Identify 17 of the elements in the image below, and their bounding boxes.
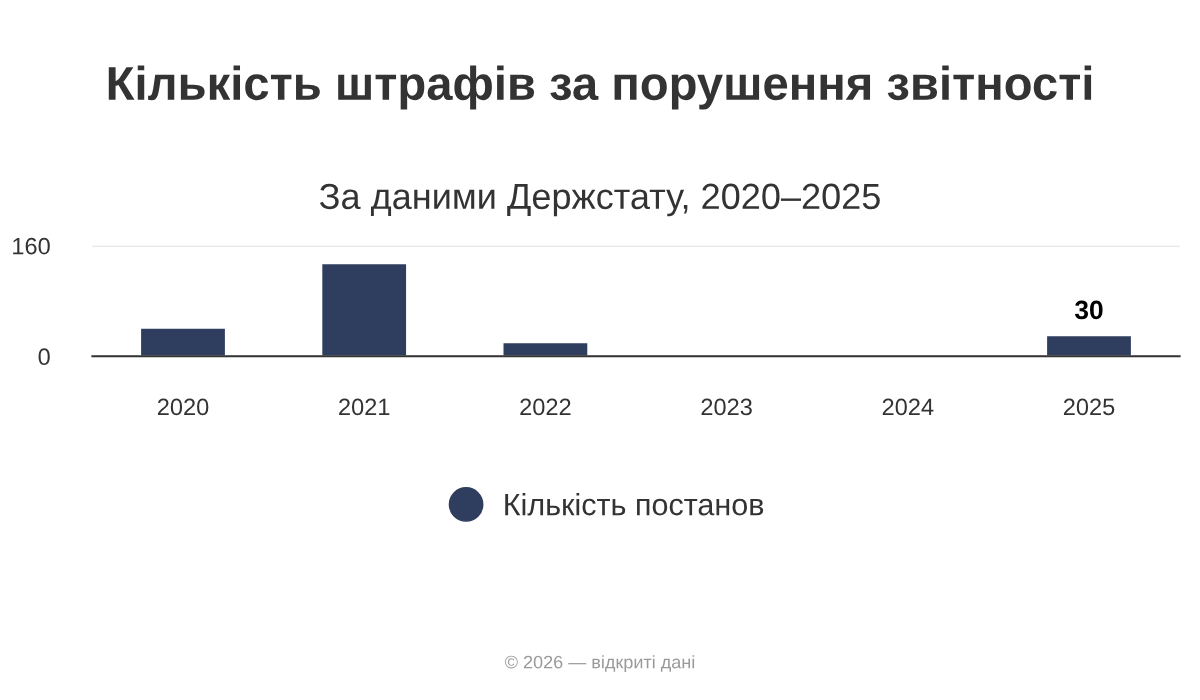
bar: [502, 341, 589, 357]
bar: [139, 327, 227, 357]
x-tick-label: 2022: [520, 398, 571, 416]
chart-title: Кількість штрафів за порушення звітності: [108, 65, 1092, 110]
chart-subtitle: За даними Держстату, 2020–2025: [319, 183, 880, 217]
x-tick-label: 2024: [882, 398, 934, 416]
x-tick-label: 2020: [157, 398, 209, 416]
y-tick-label: 160: [13, 237, 50, 255]
data-label: 30: [1074, 300, 1103, 320]
bar: [320, 262, 408, 357]
x-tick-label: 2025: [1063, 398, 1115, 416]
x-tick-label: 2021: [339, 398, 390, 416]
x-tick-label: 2023: [701, 398, 752, 416]
bar: [1045, 334, 1133, 357]
text: © 2026 — відкриті дані: [504, 655, 695, 673]
y-tick-label: 0: [38, 348, 50, 366]
legend-label: Кількість постанов: [505, 493, 764, 516]
